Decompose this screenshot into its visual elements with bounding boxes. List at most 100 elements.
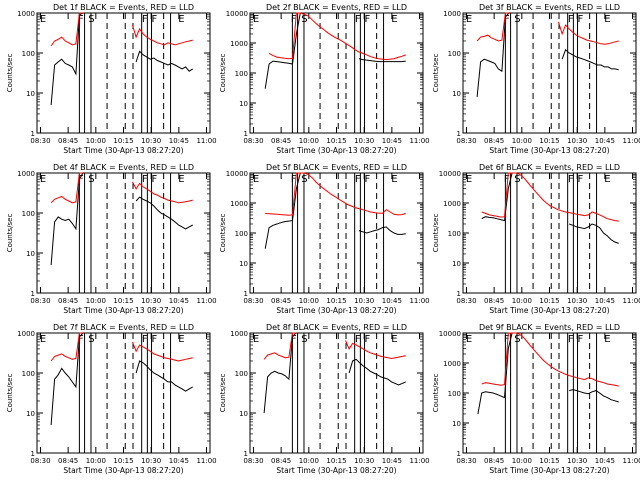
y-axis-label: Counts/sec	[219, 374, 227, 413]
phase-marker-label: F	[364, 174, 370, 185]
lld-series-line	[50, 332, 193, 362]
phase-marker-label: F	[504, 174, 510, 185]
panel-title: Det 3f BLACK = Events, RED = LLD	[479, 3, 620, 12]
x-tick-label: 10:00	[512, 457, 532, 465]
detector-panel: Det 1f BLACK = Events, RED = LLD 1 10 100 10…	[6, 3, 217, 155]
phase-marker-label: F	[142, 174, 148, 185]
y-tick-label: 1	[457, 130, 461, 138]
phase-marker-label: E	[178, 334, 184, 345]
lld-series-line	[476, 12, 619, 45]
x-tick-label: 10:15	[326, 137, 346, 145]
x-tick-label: 11:00	[622, 457, 640, 465]
plot-frame	[249, 12, 424, 134]
phase-marker-label: F	[142, 14, 148, 25]
x-tick-label: 10:30	[567, 457, 587, 465]
lld-series-line	[263, 332, 406, 360]
y-tick-label: 10	[452, 260, 461, 268]
lld-series-line	[268, 12, 406, 61]
x-tick-label: 10:15	[326, 457, 346, 465]
x-tick-label: 10:45	[595, 297, 615, 305]
x-tick-label: 11:00	[622, 137, 640, 145]
y-tick-label: 100	[448, 390, 461, 398]
x-tick-label: 08:45	[271, 137, 291, 145]
y-tick-label: 10000	[226, 10, 248, 18]
x-tick-label: 11:00	[409, 457, 429, 465]
panel-title: Det 6f BLACK = Events, RED = LLD	[479, 163, 620, 172]
phase-marker-label: E	[604, 174, 610, 185]
phase-marker-label: F	[504, 14, 510, 25]
plot-frame	[36, 172, 211, 294]
detector-panel: Det 9f BLACK = Events, RED = LLD 1 10 100 10…	[432, 323, 640, 475]
events-series-line	[477, 332, 619, 415]
phase-marker-label: S	[301, 334, 307, 345]
x-tick-label: 10:00	[512, 297, 532, 305]
y-tick-label: 10	[239, 260, 248, 268]
y-tick-label: 10000	[226, 170, 248, 178]
y-tick-label: 1	[244, 450, 248, 458]
phase-marker-label: F	[568, 334, 574, 345]
panel-title: Det 8f BLACK = Events, RED = LLD	[266, 323, 407, 332]
x-axis-label: Start Time (30-Apr-13 08:27:20)	[276, 466, 396, 475]
x-tick-label: 11:00	[196, 297, 216, 305]
y-tick-label: 1000	[17, 330, 35, 338]
plot-frame	[36, 332, 211, 454]
phase-marker-label: E	[604, 14, 610, 25]
phase-marker-label: F	[577, 14, 583, 25]
phase-marker-label: E	[178, 14, 184, 25]
x-tick-label: 10:15	[539, 137, 559, 145]
x-tick-label: 10:15	[326, 297, 346, 305]
x-tick-label: 08:30	[30, 297, 50, 305]
plot-frame	[462, 332, 637, 454]
x-tick-label: 10:45	[595, 137, 615, 145]
phase-marker-label: F	[355, 334, 361, 345]
y-tick-label: 100	[22, 50, 35, 58]
x-tick-label: 10:00	[86, 137, 106, 145]
y-tick-label: 10000	[439, 170, 461, 178]
events-series-line	[263, 332, 406, 414]
panel-title: Det 7f BLACK = Events, RED = LLD	[53, 323, 194, 332]
x-tick-label: 11:00	[196, 137, 216, 145]
y-tick-label: 100	[235, 370, 248, 378]
x-tick-label: 11:00	[622, 297, 640, 305]
x-tick-label: 10:30	[354, 137, 374, 145]
y-tick-label: 1000	[443, 200, 461, 208]
x-tick-label: 10:45	[382, 137, 402, 145]
phase-marker-label: E	[466, 334, 472, 345]
x-tick-label: 10:15	[539, 297, 559, 305]
x-tick-label: 10:45	[169, 137, 189, 145]
phase-marker-label: S	[88, 14, 94, 25]
x-tick-label: 10:45	[382, 297, 402, 305]
y-tick-label: 1000	[17, 10, 35, 18]
detector-panel: Det 5f BLACK = Events, RED = LLD 1 10 100 10…	[219, 163, 430, 315]
y-tick-label: 100	[448, 230, 461, 238]
x-axis-label: Start Time (30-Apr-13 08:27:20)	[63, 466, 183, 475]
phase-marker-label: E	[40, 174, 46, 185]
phase-marker-label: F	[364, 334, 370, 345]
x-tick-label: 10:45	[169, 297, 189, 305]
x-tick-label: 10:30	[141, 137, 161, 145]
y-tick-label: 100	[235, 230, 248, 238]
phase-marker-label: E	[253, 174, 259, 185]
plot-frame	[249, 172, 424, 294]
phase-marker-label: F	[151, 334, 157, 345]
x-tick-label: 10:00	[299, 297, 319, 305]
panel-title: Det 9f BLACK = Events, RED = LLD	[479, 323, 620, 332]
y-tick-label: 1	[31, 450, 35, 458]
events-series-line	[50, 12, 193, 106]
x-tick-label: 11:00	[409, 297, 429, 305]
phase-marker-label: S	[301, 174, 307, 185]
events-series-line	[264, 172, 406, 249]
detector-panel: Det 4f BLACK = Events, RED = LLD 1 10 100 10…	[6, 163, 217, 315]
phase-marker-label: F	[355, 174, 361, 185]
x-tick-label: 10:30	[354, 457, 374, 465]
x-axis-label: Start Time (30-Apr-13 08:27:20)	[63, 306, 183, 315]
x-axis-label: Start Time (30-Apr-13 08:27:20)	[489, 146, 609, 155]
y-tick-label: 1	[457, 290, 461, 298]
x-tick-label: 10:00	[299, 457, 319, 465]
y-tick-label: 100	[448, 50, 461, 58]
y-tick-label: 1000	[230, 330, 248, 338]
x-tick-label: 10:15	[539, 457, 559, 465]
phase-marker-label: F	[78, 14, 84, 25]
phase-marker-label: S	[88, 334, 94, 345]
